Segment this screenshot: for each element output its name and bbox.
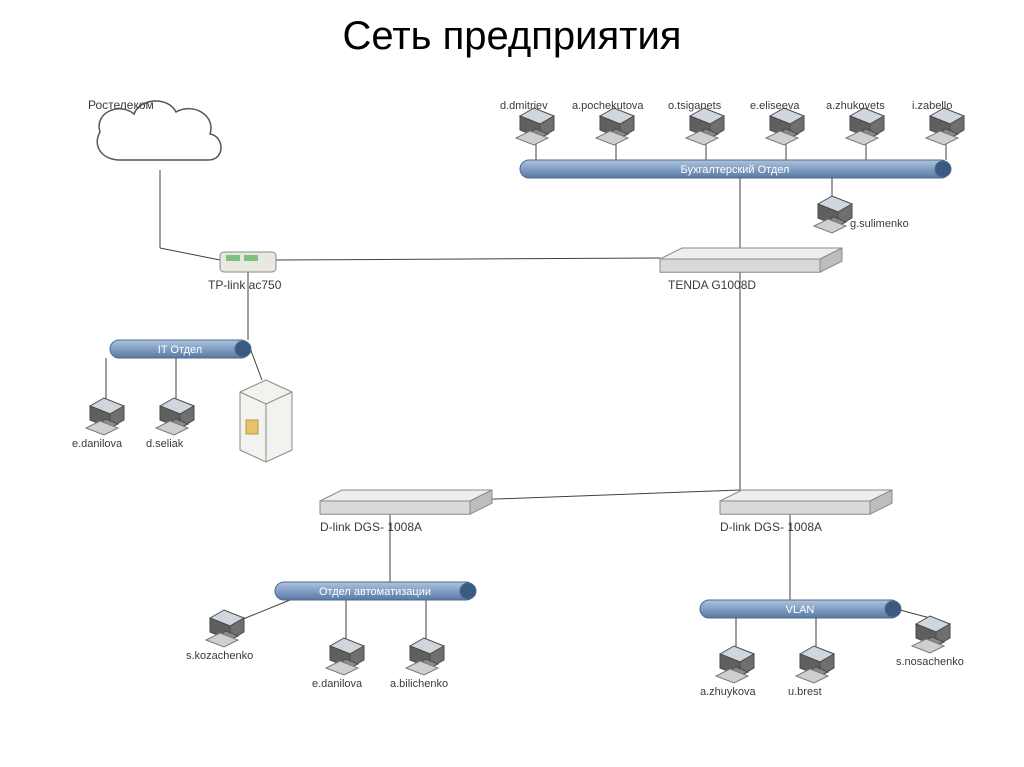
svg-text:VLAN: VLAN xyxy=(786,604,815,616)
pc-label: d.dmitriev xyxy=(500,100,548,112)
pc-label: a.zhuykova xyxy=(700,686,756,698)
pc-label: o.tsiganets xyxy=(668,100,721,112)
svg-text:Бухгалтерский Отдел: Бухгалтерский Отдел xyxy=(681,164,790,176)
svg-text:Отдел автоматизации: Отдел автоматизации xyxy=(319,586,431,598)
switch-label: D-link DGS- 1008A xyxy=(320,520,422,534)
router-label: TP-link ac750 xyxy=(208,278,281,292)
pc-label: s.nosachenko xyxy=(896,656,964,668)
switch-label: TENDA G1008D xyxy=(668,278,756,292)
pc-label: d.seliak xyxy=(146,438,183,450)
pc-label: a.zhukovets xyxy=(826,100,885,112)
diagram-stage: Сеть предприятия IT ОтделБухгалтерский О… xyxy=(0,0,1024,767)
pc-label: s.kozachenko xyxy=(186,650,253,662)
pc-label: i.zabello xyxy=(912,100,952,112)
pc-label: g.sulimenko xyxy=(850,218,909,230)
pc-label: a.bilichenko xyxy=(390,678,448,690)
pc-label: e.eliseeva xyxy=(750,100,800,112)
pc-label: e.danilova xyxy=(312,678,362,690)
switch-label: D-link DGS- 1008A xyxy=(720,520,822,534)
pc-label: a.pochekutova xyxy=(572,100,644,112)
pc-label: u.brest xyxy=(788,686,822,698)
cloud-label: Ростелеком xyxy=(88,98,154,112)
diagram-svg: IT Отдел Бухгалтерский Отдел Отдел автомат… xyxy=(0,0,1024,767)
svg-text:IT Отдел: IT Отдел xyxy=(158,344,202,356)
pc-label: e.danilova xyxy=(72,438,122,450)
